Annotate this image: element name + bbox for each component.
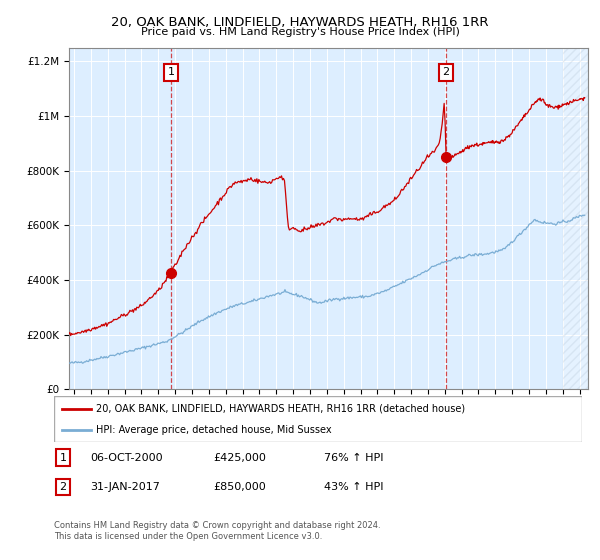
Text: 20, OAK BANK, LINDFIELD, HAYWARDS HEATH, RH16 1RR: 20, OAK BANK, LINDFIELD, HAYWARDS HEATH,… xyxy=(111,16,489,29)
Text: 31-JAN-2017: 31-JAN-2017 xyxy=(90,482,160,492)
Text: 06-OCT-2000: 06-OCT-2000 xyxy=(90,452,163,463)
Text: 43% ↑ HPI: 43% ↑ HPI xyxy=(324,482,383,492)
Text: 20, OAK BANK, LINDFIELD, HAYWARDS HEATH, RH16 1RR (detached house): 20, OAK BANK, LINDFIELD, HAYWARDS HEATH,… xyxy=(96,404,466,414)
Text: 2: 2 xyxy=(443,67,449,77)
Bar xyxy=(563,48,588,389)
Text: Price paid vs. HM Land Registry's House Price Index (HPI): Price paid vs. HM Land Registry's House … xyxy=(140,27,460,37)
FancyBboxPatch shape xyxy=(54,396,582,442)
Text: 1: 1 xyxy=(59,452,67,463)
Text: Contains HM Land Registry data © Crown copyright and database right 2024.: Contains HM Land Registry data © Crown c… xyxy=(54,521,380,530)
Text: This data is licensed under the Open Government Licence v3.0.: This data is licensed under the Open Gov… xyxy=(54,532,322,541)
Text: HPI: Average price, detached house, Mid Sussex: HPI: Average price, detached house, Mid … xyxy=(96,425,332,435)
Text: 2: 2 xyxy=(59,482,67,492)
Text: £425,000: £425,000 xyxy=(213,452,266,463)
Text: £850,000: £850,000 xyxy=(213,482,266,492)
Text: 1: 1 xyxy=(167,67,175,77)
Text: 76% ↑ HPI: 76% ↑ HPI xyxy=(324,452,383,463)
